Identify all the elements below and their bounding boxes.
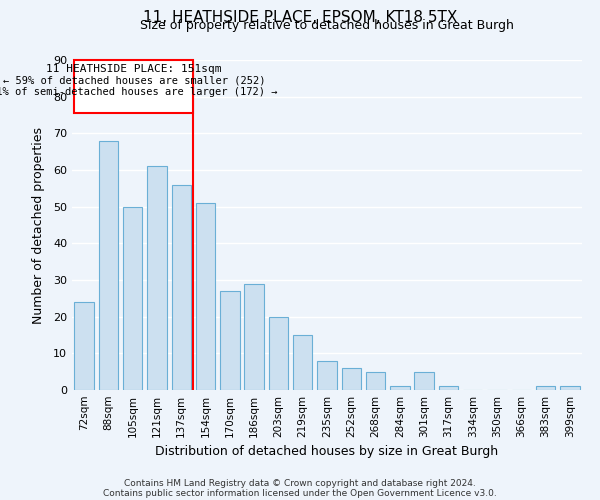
Title: Size of property relative to detached houses in Great Burgh: Size of property relative to detached ho…	[140, 20, 514, 32]
Bar	[172, 184, 191, 390]
Bar	[220, 291, 239, 390]
Bar	[123, 206, 142, 390]
Bar	[196, 203, 215, 390]
Text: Contains HM Land Registry data © Crown copyright and database right 2024.: Contains HM Land Registry data © Crown c…	[124, 478, 476, 488]
Bar	[560, 386, 580, 390]
Bar	[439, 386, 458, 390]
FancyBboxPatch shape	[74, 60, 193, 113]
Text: Contains public sector information licensed under the Open Government Licence v3: Contains public sector information licen…	[103, 488, 497, 498]
Bar	[415, 372, 434, 390]
Bar	[536, 386, 555, 390]
Bar	[244, 284, 264, 390]
Bar	[147, 166, 167, 390]
Bar	[269, 316, 288, 390]
Bar	[366, 372, 385, 390]
Y-axis label: Number of detached properties: Number of detached properties	[32, 126, 44, 324]
Bar	[317, 360, 337, 390]
Text: 11 HEATHSIDE PLACE: 151sqm: 11 HEATHSIDE PLACE: 151sqm	[46, 64, 221, 74]
Text: 11, HEATHSIDE PLACE, EPSOM, KT18 5TX: 11, HEATHSIDE PLACE, EPSOM, KT18 5TX	[143, 10, 457, 25]
Bar	[99, 140, 118, 390]
Bar	[390, 386, 410, 390]
Bar	[341, 368, 361, 390]
Bar	[74, 302, 94, 390]
Bar	[293, 335, 313, 390]
X-axis label: Distribution of detached houses by size in Great Burgh: Distribution of detached houses by size …	[155, 446, 499, 458]
Text: 41% of semi-detached houses are larger (172) →: 41% of semi-detached houses are larger (…	[0, 87, 278, 97]
Text: ← 59% of detached houses are smaller (252): ← 59% of detached houses are smaller (25…	[2, 76, 265, 86]
